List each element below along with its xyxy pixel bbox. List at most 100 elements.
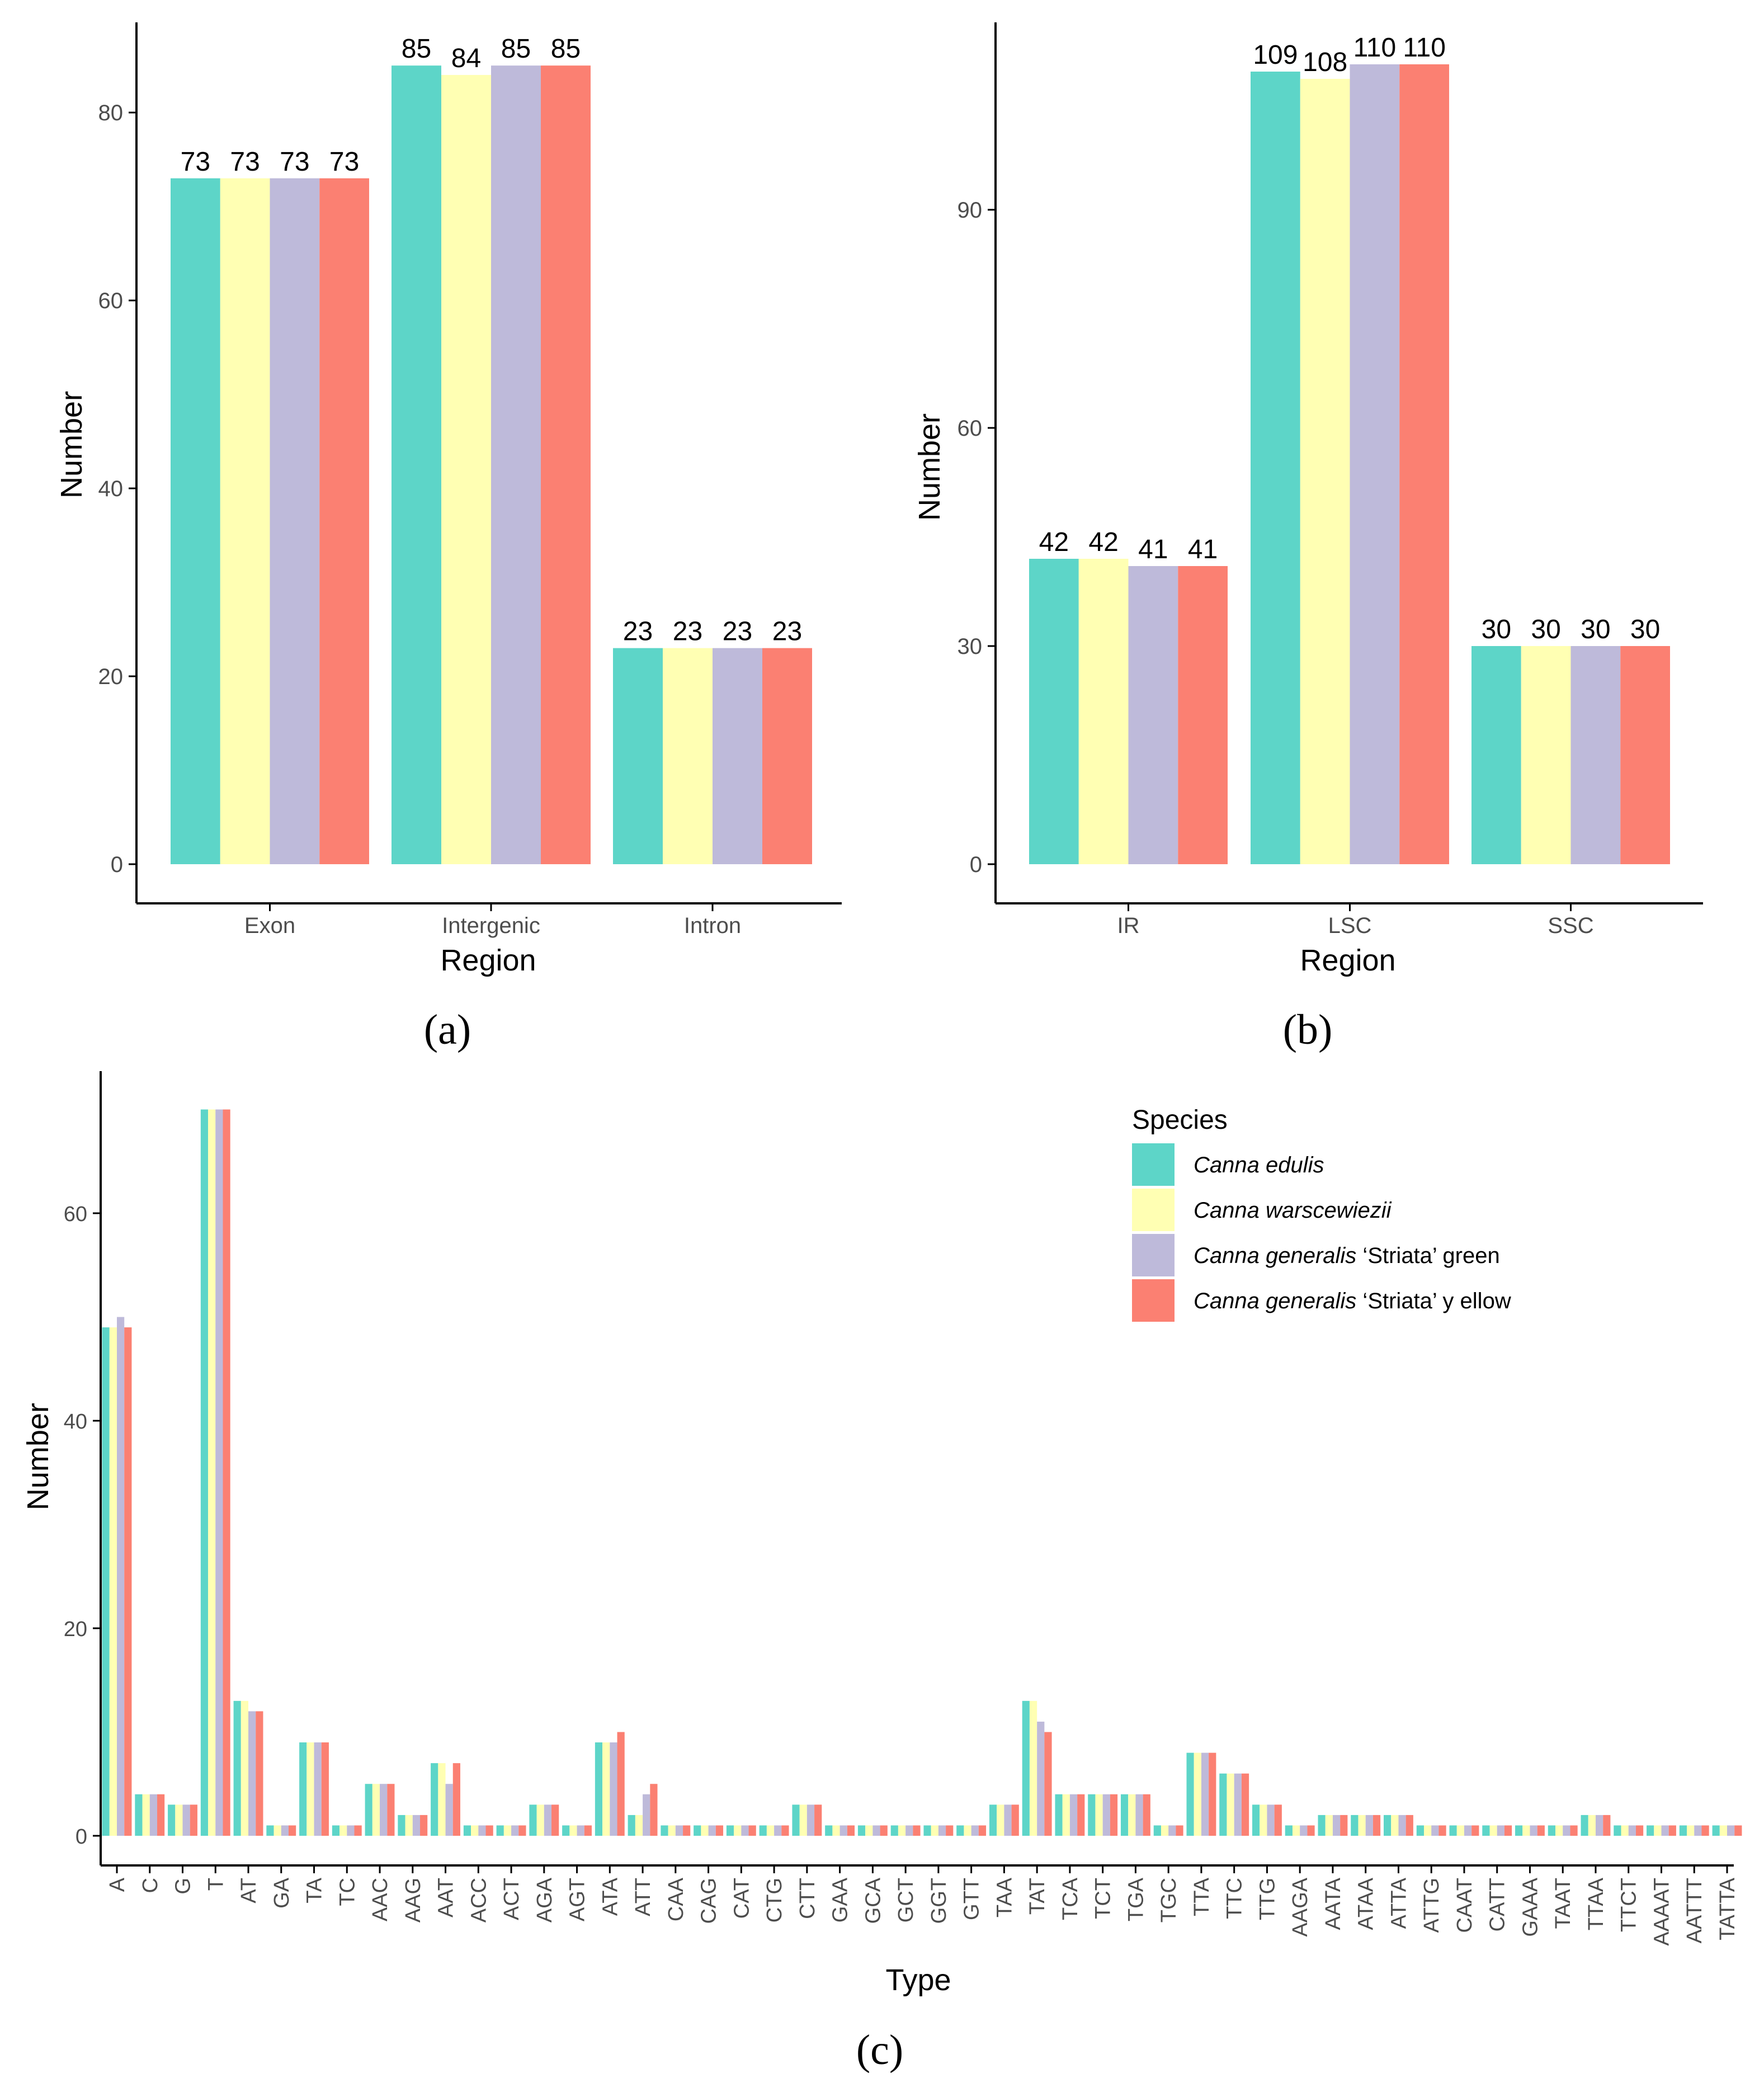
panel-c-bar-cat-series-3 bbox=[741, 1825, 749, 1836]
panel-c-bar-ta-series-3 bbox=[314, 1742, 322, 1836]
legend-label-italic: Canna edulis bbox=[1194, 1153, 1324, 1177]
panel-c-bar-gct-series-1 bbox=[890, 1825, 898, 1836]
panel-c-bar-gct-series-2 bbox=[898, 1825, 906, 1836]
panel-c-x-tick-label: T bbox=[204, 1878, 228, 1891]
panel-c-bar-aga-series-4 bbox=[551, 1804, 559, 1836]
panel-b-data-label: 108 bbox=[1303, 48, 1347, 77]
panel-c-bar-ttg-series-3 bbox=[1267, 1804, 1275, 1836]
panel-c-x-tick-label: GCA bbox=[861, 1877, 885, 1924]
panel-c-bar-ggt-series-3 bbox=[938, 1825, 946, 1836]
panel-b-x-tick-label: IR bbox=[1117, 913, 1140, 938]
panel-a-data-label: 23 bbox=[772, 617, 802, 647]
panel-c-bar-caa-series-3 bbox=[675, 1825, 683, 1836]
panel-c-bar-ttaa-series-1 bbox=[1581, 1815, 1588, 1836]
panel-b-bars bbox=[1029, 64, 1670, 864]
panel-c-bar-agt-series-4 bbox=[584, 1825, 592, 1836]
panel-a-bar-intron-series-2 bbox=[663, 648, 713, 864]
panel-c-bar-attg-series-2 bbox=[1423, 1825, 1432, 1836]
panel-c-bar-att-series-3 bbox=[643, 1794, 650, 1836]
panel-c-bar-g-series-2 bbox=[175, 1804, 183, 1836]
panel-c-bar-ctt-series-3 bbox=[806, 1804, 815, 1836]
panel-c-bar-catt-series-4 bbox=[1504, 1825, 1512, 1836]
panel-c-bar-tct-series-1 bbox=[1088, 1794, 1096, 1836]
panel-a-data-label: 23 bbox=[723, 617, 752, 647]
panel-b-data-label: 41 bbox=[1188, 535, 1218, 564]
panel-b-y-tick-label: 90 bbox=[958, 198, 983, 223]
panel-c-x-tick-label: AATA bbox=[1322, 1877, 1345, 1930]
panel-c-x-tick-label: TATTA bbox=[1716, 1877, 1739, 1940]
panel-c-bar-at-series-3 bbox=[248, 1711, 256, 1836]
panel-c-bar-tc-series-4 bbox=[354, 1825, 362, 1836]
legend-label-4: Canna generalis ‘Striata’ y ellow bbox=[1194, 1289, 1511, 1313]
panel-c-bar-t-series-4 bbox=[223, 1109, 230, 1836]
panel-c-bar-tta-series-1 bbox=[1186, 1752, 1194, 1836]
panel-b-bar-ir-series-3 bbox=[1128, 566, 1178, 864]
panel-c-bar-at-series-4 bbox=[256, 1711, 263, 1836]
panel-c-x-axis-title: Type bbox=[885, 1963, 951, 1997]
panel-c-x-tick-label: ACC bbox=[467, 1878, 490, 1922]
panel-c-y-tick-label: 0 bbox=[76, 1825, 87, 1849]
panel-b-data-label: 30 bbox=[1531, 615, 1560, 644]
panel-c-bar-gct-series-4 bbox=[913, 1825, 921, 1836]
panel-c-bar-caat-series-2 bbox=[1456, 1825, 1464, 1836]
panel-c-y-tick-label: 60 bbox=[64, 1203, 87, 1226]
panel-c-x-tick-label: AGT bbox=[566, 1878, 589, 1921]
legend-key-1 bbox=[1132, 1143, 1175, 1186]
panel-c-bar-ctt-series-2 bbox=[799, 1804, 807, 1836]
panel-a-data-label: 85 bbox=[402, 34, 431, 64]
panel-b-x-tick-label: SSC bbox=[1548, 913, 1593, 938]
panel-c-bar-aac-series-4 bbox=[387, 1784, 395, 1836]
panel-c-bar-gtt-series-3 bbox=[971, 1825, 979, 1836]
panel-c-bar-ga-series-4 bbox=[288, 1825, 296, 1836]
panel-b-bar-lsc-series-2 bbox=[1300, 79, 1350, 864]
panel-c-bar-tgc-series-1 bbox=[1153, 1825, 1161, 1836]
legend-label-1: Canna edulis bbox=[1194, 1153, 1324, 1177]
panel-c-bar-gaaa-series-1 bbox=[1515, 1825, 1523, 1836]
panel-c-bar-taat-series-2 bbox=[1555, 1825, 1563, 1836]
panel-c-bar-ga-series-1 bbox=[266, 1825, 274, 1836]
panel-c-x-tick-label: CATT bbox=[1486, 1878, 1510, 1931]
panel-a-axes bbox=[135, 22, 842, 904]
panel-b-y-tick-label: 30 bbox=[958, 634, 983, 659]
panel-c-bar-aaaat-series-2 bbox=[1654, 1825, 1662, 1836]
panel-c-bar-aaga-series-1 bbox=[1285, 1825, 1293, 1836]
panel-c-bar-agt-series-2 bbox=[569, 1825, 577, 1836]
panel-c-bar-a-series-4 bbox=[124, 1327, 132, 1836]
panel-c-x-tick-label: AGA bbox=[533, 1877, 556, 1922]
panel-c-bar-ttg-series-1 bbox=[1252, 1804, 1260, 1836]
panel-c-bar-ctg-series-2 bbox=[766, 1825, 775, 1836]
panel-c-bar-tca-series-3 bbox=[1069, 1794, 1078, 1836]
panel-a-y-tick-label: 0 bbox=[111, 852, 123, 877]
panel-a-data-label: 23 bbox=[673, 617, 702, 647]
panel-c-x-tick-label: ATTA bbox=[1387, 1877, 1411, 1929]
panel-a-data-label: 73 bbox=[280, 147, 309, 177]
panel-c-bar-a-series-1 bbox=[102, 1327, 110, 1836]
chart-panel-a: 73 73 73 73 85 84 85 85 23 23 23 23 0 20 40 60 80 Exon In… bbox=[55, 22, 842, 1053]
panel-c-x-tick-label: GCT bbox=[894, 1878, 918, 1922]
panel-c-bar-act-series-2 bbox=[503, 1825, 512, 1836]
panel-c-bar-tgc-series-2 bbox=[1161, 1825, 1169, 1836]
panel-c-bar-caa-series-4 bbox=[683, 1825, 691, 1836]
panel-c-x-tick-label: ATT bbox=[631, 1878, 655, 1916]
panel-c-x-tick-label: TTA bbox=[1190, 1877, 1214, 1916]
panel-c-x-tick-label: TCT bbox=[1092, 1878, 1115, 1919]
panel-c-bar-attg-series-3 bbox=[1431, 1825, 1439, 1836]
panel-a-data-label: 23 bbox=[623, 617, 653, 647]
panel-c-bar-c-series-1 bbox=[135, 1794, 143, 1836]
panel-c-bar-gtt-series-2 bbox=[964, 1825, 971, 1836]
panel-c-bar-attg-series-1 bbox=[1416, 1825, 1424, 1836]
panel-b-x-tick-label: LSC bbox=[1328, 913, 1372, 938]
panel-a-x-tick-label: Intergenic bbox=[442, 913, 540, 938]
panel-c-x-tick-label: AAG bbox=[402, 1878, 425, 1922]
panel-c-bar-taa-series-1 bbox=[989, 1804, 997, 1836]
panel-c-bar-gaaa-series-3 bbox=[1530, 1825, 1537, 1836]
panel-c-bar-c-series-4 bbox=[157, 1794, 165, 1836]
panel-c-bar-ggt-series-2 bbox=[931, 1825, 938, 1836]
panel-c-bar-cat-series-2 bbox=[734, 1825, 742, 1836]
panel-c-x-tick-label: ACT bbox=[500, 1878, 523, 1920]
panel-c-bar-caat-series-4 bbox=[1471, 1825, 1479, 1836]
panel-b-bar-ssc-series-2 bbox=[1521, 646, 1571, 864]
panel-b-data-label: 30 bbox=[1482, 615, 1511, 644]
panel-c-bar-ata-series-4 bbox=[617, 1732, 625, 1836]
